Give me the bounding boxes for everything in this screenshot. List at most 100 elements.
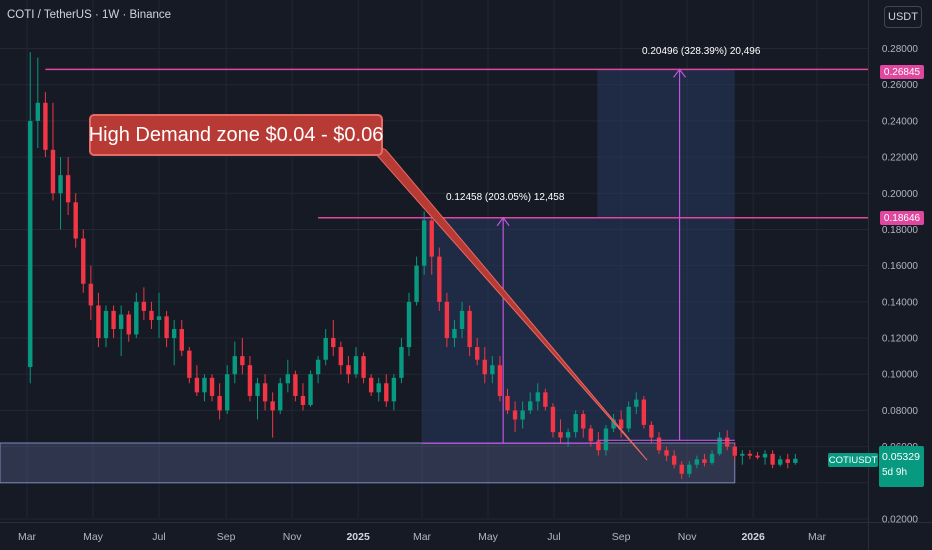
demand-zone (0, 442, 736, 484)
candle-body (179, 328, 184, 351)
candle-body (225, 374, 230, 411)
candle-body (217, 395, 222, 411)
candle-body (702, 459, 707, 463)
candle-body (338, 347, 344, 366)
candle-body (308, 374, 313, 405)
demand-zone-callout[interactable]: High Demand zone $0.04 - $0.06 (89, 114, 383, 156)
candle-body (361, 356, 366, 378)
candle-countdown: 5d 9h (882, 467, 908, 478)
candle-body (732, 446, 737, 456)
candle-body (770, 453, 775, 465)
candle-body (262, 383, 268, 402)
candle-body (58, 175, 63, 194)
last-price-tag: 0.05329 5d 9h (879, 446, 924, 487)
candle-body (149, 310, 154, 320)
candle-body (111, 310, 116, 329)
candle-body (762, 453, 768, 458)
candle-body (437, 256, 442, 302)
candle-body (459, 310, 465, 329)
candle-body (581, 414, 586, 429)
candle-body (717, 437, 722, 454)
price-tick-label: 0.20000 (882, 189, 919, 200)
candle-body (368, 377, 374, 393)
candle-body (255, 383, 260, 396)
candle-body (687, 464, 692, 474)
candle-body (724, 437, 730, 447)
candle-body (391, 377, 397, 402)
candle-body (171, 328, 177, 339)
candle-body (323, 338, 328, 360)
candle-body (194, 377, 200, 393)
candle-body (785, 459, 790, 463)
candle-body (187, 350, 192, 378)
time-tick-label: May (478, 531, 499, 543)
candle-body (384, 383, 389, 402)
candle-body (209, 377, 215, 396)
candle-body (626, 406, 631, 429)
time-tick-label: Mar (808, 531, 827, 543)
candle-body (709, 453, 715, 463)
candle-body (43, 102, 48, 150)
candle-body (376, 383, 381, 393)
currency-button[interactable]: USDT (884, 6, 922, 28)
candle-body (535, 392, 540, 402)
symbol-title[interactable]: COTI / TetherUS · 1W · Binance (7, 9, 172, 21)
time-tick-label: Jul (547, 531, 560, 543)
candle-body (399, 347, 404, 378)
candle-body (421, 220, 427, 266)
candle-body (679, 464, 684, 474)
candle-body (543, 392, 548, 407)
candle-body (346, 365, 351, 375)
time-tick-label: Nov (678, 531, 697, 543)
measure-arrowhead-2 (673, 68, 687, 78)
level-tag-lower: 0.18646 (880, 211, 924, 225)
price-tick-label: 0.02000 (882, 515, 919, 526)
candle-body (414, 265, 419, 302)
candle-body (50, 149, 56, 194)
last-price-value: 0.05329 (882, 451, 920, 463)
candle-body (573, 414, 578, 433)
candle-body (565, 432, 571, 438)
candle-body (141, 301, 147, 311)
candle-body (232, 356, 237, 375)
candle-body (293, 374, 298, 396)
candle-body (512, 410, 518, 420)
candle-body (65, 175, 71, 203)
candle-body (452, 328, 457, 339)
candle-body (664, 450, 669, 456)
candle-body (550, 406, 556, 433)
projection-box-2 (597, 69, 735, 441)
price-tick-label: 0.14000 (882, 297, 919, 308)
candle-body (505, 395, 510, 411)
candle-body (88, 283, 94, 306)
candle-body (406, 301, 412, 348)
measure-label-2: 0.20496 (328.39%) 20,496 (642, 46, 761, 57)
candle-body (747, 453, 753, 456)
time-tick-label: Mar (413, 531, 432, 543)
time-tick-label: 2026 (741, 531, 765, 543)
candle-body (353, 356, 359, 375)
time-tick-label: Nov (283, 531, 302, 543)
candle-body (618, 419, 624, 429)
candle-body (656, 437, 662, 451)
time-tick-label: May (83, 531, 104, 543)
time-tick-label: 2025 (346, 531, 370, 543)
candle-body (315, 359, 321, 375)
candle-body (634, 399, 639, 407)
candle-body (793, 458, 798, 463)
price-tick-label: 0.22000 (882, 153, 919, 164)
price-tick-label: 0.24000 (882, 116, 919, 127)
measure-arrows (422, 68, 735, 444)
candle-body (35, 102, 41, 121)
candle-body (247, 365, 253, 396)
candle-body (331, 338, 336, 348)
candle-body (164, 316, 169, 339)
candle-body (28, 120, 33, 367)
candle-body (300, 395, 306, 405)
price-tick-label: 0.16000 (882, 261, 919, 272)
projection-zones (422, 69, 735, 444)
price-tick-label: 0.28000 (882, 44, 919, 55)
candle-body (596, 441, 601, 451)
level-tag-upper: 0.26845 (880, 65, 924, 79)
